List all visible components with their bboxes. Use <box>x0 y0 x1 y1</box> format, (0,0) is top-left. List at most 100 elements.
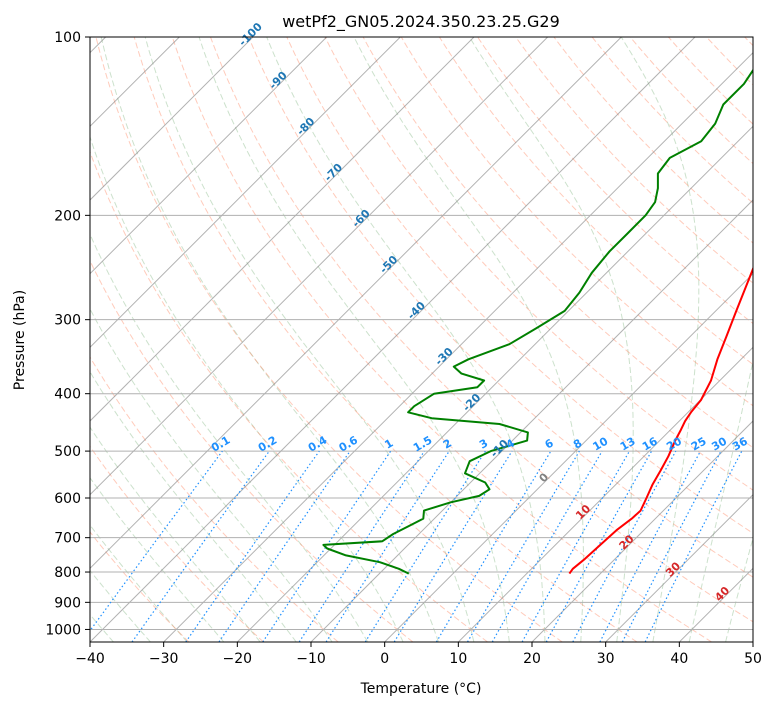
mixing-ratio-line <box>644 450 743 642</box>
moist-adiabat <box>90 308 333 642</box>
moist-adiabat <box>90 476 225 642</box>
chart-title: wetPf2_GN05.2024.350.23.25.G29 <box>282 12 560 32</box>
isotherm-line <box>90 37 328 275</box>
line-labels: 0.1 0.2 0.4 0.6 1 1.5 2 3 4 6 8 10 13 16 20 25 30 36-100-… <box>209 20 750 604</box>
moist-adiabat <box>266 37 546 642</box>
moist-adiabat <box>90 569 151 642</box>
dry-adiabat <box>515 37 753 284</box>
moist-adiabat <box>90 524 188 642</box>
isotherm-line <box>457 346 753 642</box>
isotherm-line <box>90 37 696 642</box>
moist-adiabat <box>90 135 404 642</box>
isotherm-line <box>90 37 475 422</box>
dry-adiabat <box>477 37 753 325</box>
moist-adiabat <box>100 37 439 642</box>
dry-adiabat <box>629 37 753 165</box>
y-tick-label: 1000 <box>45 622 81 638</box>
mixing-ratio-line <box>521 450 631 642</box>
dry-adiabat-label: -40 <box>405 299 428 322</box>
dry-adiabat <box>90 259 414 642</box>
dry-adiabat-label: -30 <box>432 345 455 368</box>
moist-adiabat <box>90 370 297 642</box>
mixing-ratio-label: 6 <box>543 436 556 451</box>
profile-series <box>322 68 753 575</box>
dry-adiabat <box>553 37 753 244</box>
dry-adiabat <box>95 37 563 642</box>
mixing-ratio-line <box>298 450 425 642</box>
mixing-ratio-line <box>185 450 320 642</box>
moist-adiabat <box>620 37 700 642</box>
dry-adiabat-label: -20 <box>460 391 483 414</box>
isotherm-line <box>236 125 753 642</box>
x-tick-label: 10 <box>449 651 467 667</box>
isotherm-line <box>678 567 753 642</box>
isotherm-line <box>90 37 622 570</box>
background-lines <box>90 37 753 642</box>
x-tick-label: 50 <box>744 651 762 667</box>
dry-adiabat <box>210 37 753 623</box>
moist-adiabat <box>144 37 475 642</box>
moist-adiabat <box>198 37 510 642</box>
mixing-ratio-line <box>599 450 702 642</box>
mixing-ratio-line <box>218 450 351 642</box>
mixing-ratio-line <box>435 450 552 642</box>
moist-adiabat <box>725 536 753 642</box>
dry-adiabat <box>90 531 190 642</box>
dry-adiabat <box>324 37 753 491</box>
y-tick-label: 500 <box>54 444 81 460</box>
profile-series <box>568 266 753 575</box>
isotherm-line <box>531 420 753 642</box>
y-tick-label: 100 <box>54 30 81 46</box>
moist-adiabat <box>90 232 369 642</box>
dry-adiabat <box>438 37 753 365</box>
dry-adiabat <box>706 37 753 86</box>
y-tick-label: 900 <box>54 595 81 611</box>
y-tick-label: 700 <box>54 531 81 547</box>
axis-ticks: −40 −30 −20 −10 0 10 20 30 40 50 1000 900 800 700 600 5… <box>45 30 762 667</box>
y-tick-label: 600 <box>54 491 81 507</box>
y-tick-label: 800 <box>54 565 81 581</box>
x-tick-label: 0 <box>380 651 389 667</box>
dry-adiabat <box>90 445 264 642</box>
dry-adiabat <box>248 37 753 578</box>
moist-adiabat <box>90 426 261 642</box>
isotherm-line <box>90 37 401 349</box>
isotherm-line <box>90 37 254 201</box>
moist-adiabat <box>353 37 584 642</box>
x-tick-label: −10 <box>296 651 326 667</box>
mixing-ratio-line <box>572 450 677 642</box>
dry-adiabat <box>286 37 753 534</box>
y-axis-title: Pressure (hPa) <box>12 290 28 390</box>
mixing-ratio-line <box>131 450 270 642</box>
dry-adiabat <box>90 356 339 642</box>
x-tick-label: −20 <box>223 651 253 667</box>
dry-adiabat <box>400 37 753 407</box>
isotherm-line <box>163 51 753 642</box>
isotherm-label: 30 <box>663 559 683 579</box>
dry-adiabat <box>133 37 638 642</box>
x-axis-title: Temperature (°C) <box>360 681 482 697</box>
isotherm-line <box>605 493 753 642</box>
isotherm-label: 20 <box>617 532 637 552</box>
dry-adiabat <box>591 37 753 204</box>
isotherm-line <box>90 37 549 496</box>
profile-lines <box>322 68 753 575</box>
x-tick-label: 30 <box>597 651 615 667</box>
plot-frame <box>89 36 754 643</box>
x-tick-label: 20 <box>523 651 541 667</box>
y-tick-label: 400 <box>54 387 81 403</box>
isotherm-label: 40 <box>712 584 732 604</box>
dry-adiabat-label: -50 <box>377 253 400 276</box>
isotherm-line <box>310 199 753 642</box>
mixing-ratio-line <box>325 450 450 642</box>
moist-adiabat <box>688 358 753 642</box>
mixing-ratio-line <box>262 450 392 642</box>
x-tick-label: −30 <box>149 651 179 667</box>
dry-adiabat <box>90 150 488 642</box>
dry-adiabat-label: -100 <box>236 20 265 49</box>
isotherm-line <box>384 272 753 642</box>
dry-adiabat <box>668 37 753 125</box>
mixing-ratio-label: 2 <box>441 437 454 452</box>
x-tick-label: 40 <box>670 651 688 667</box>
y-tick-label: 300 <box>54 313 81 329</box>
